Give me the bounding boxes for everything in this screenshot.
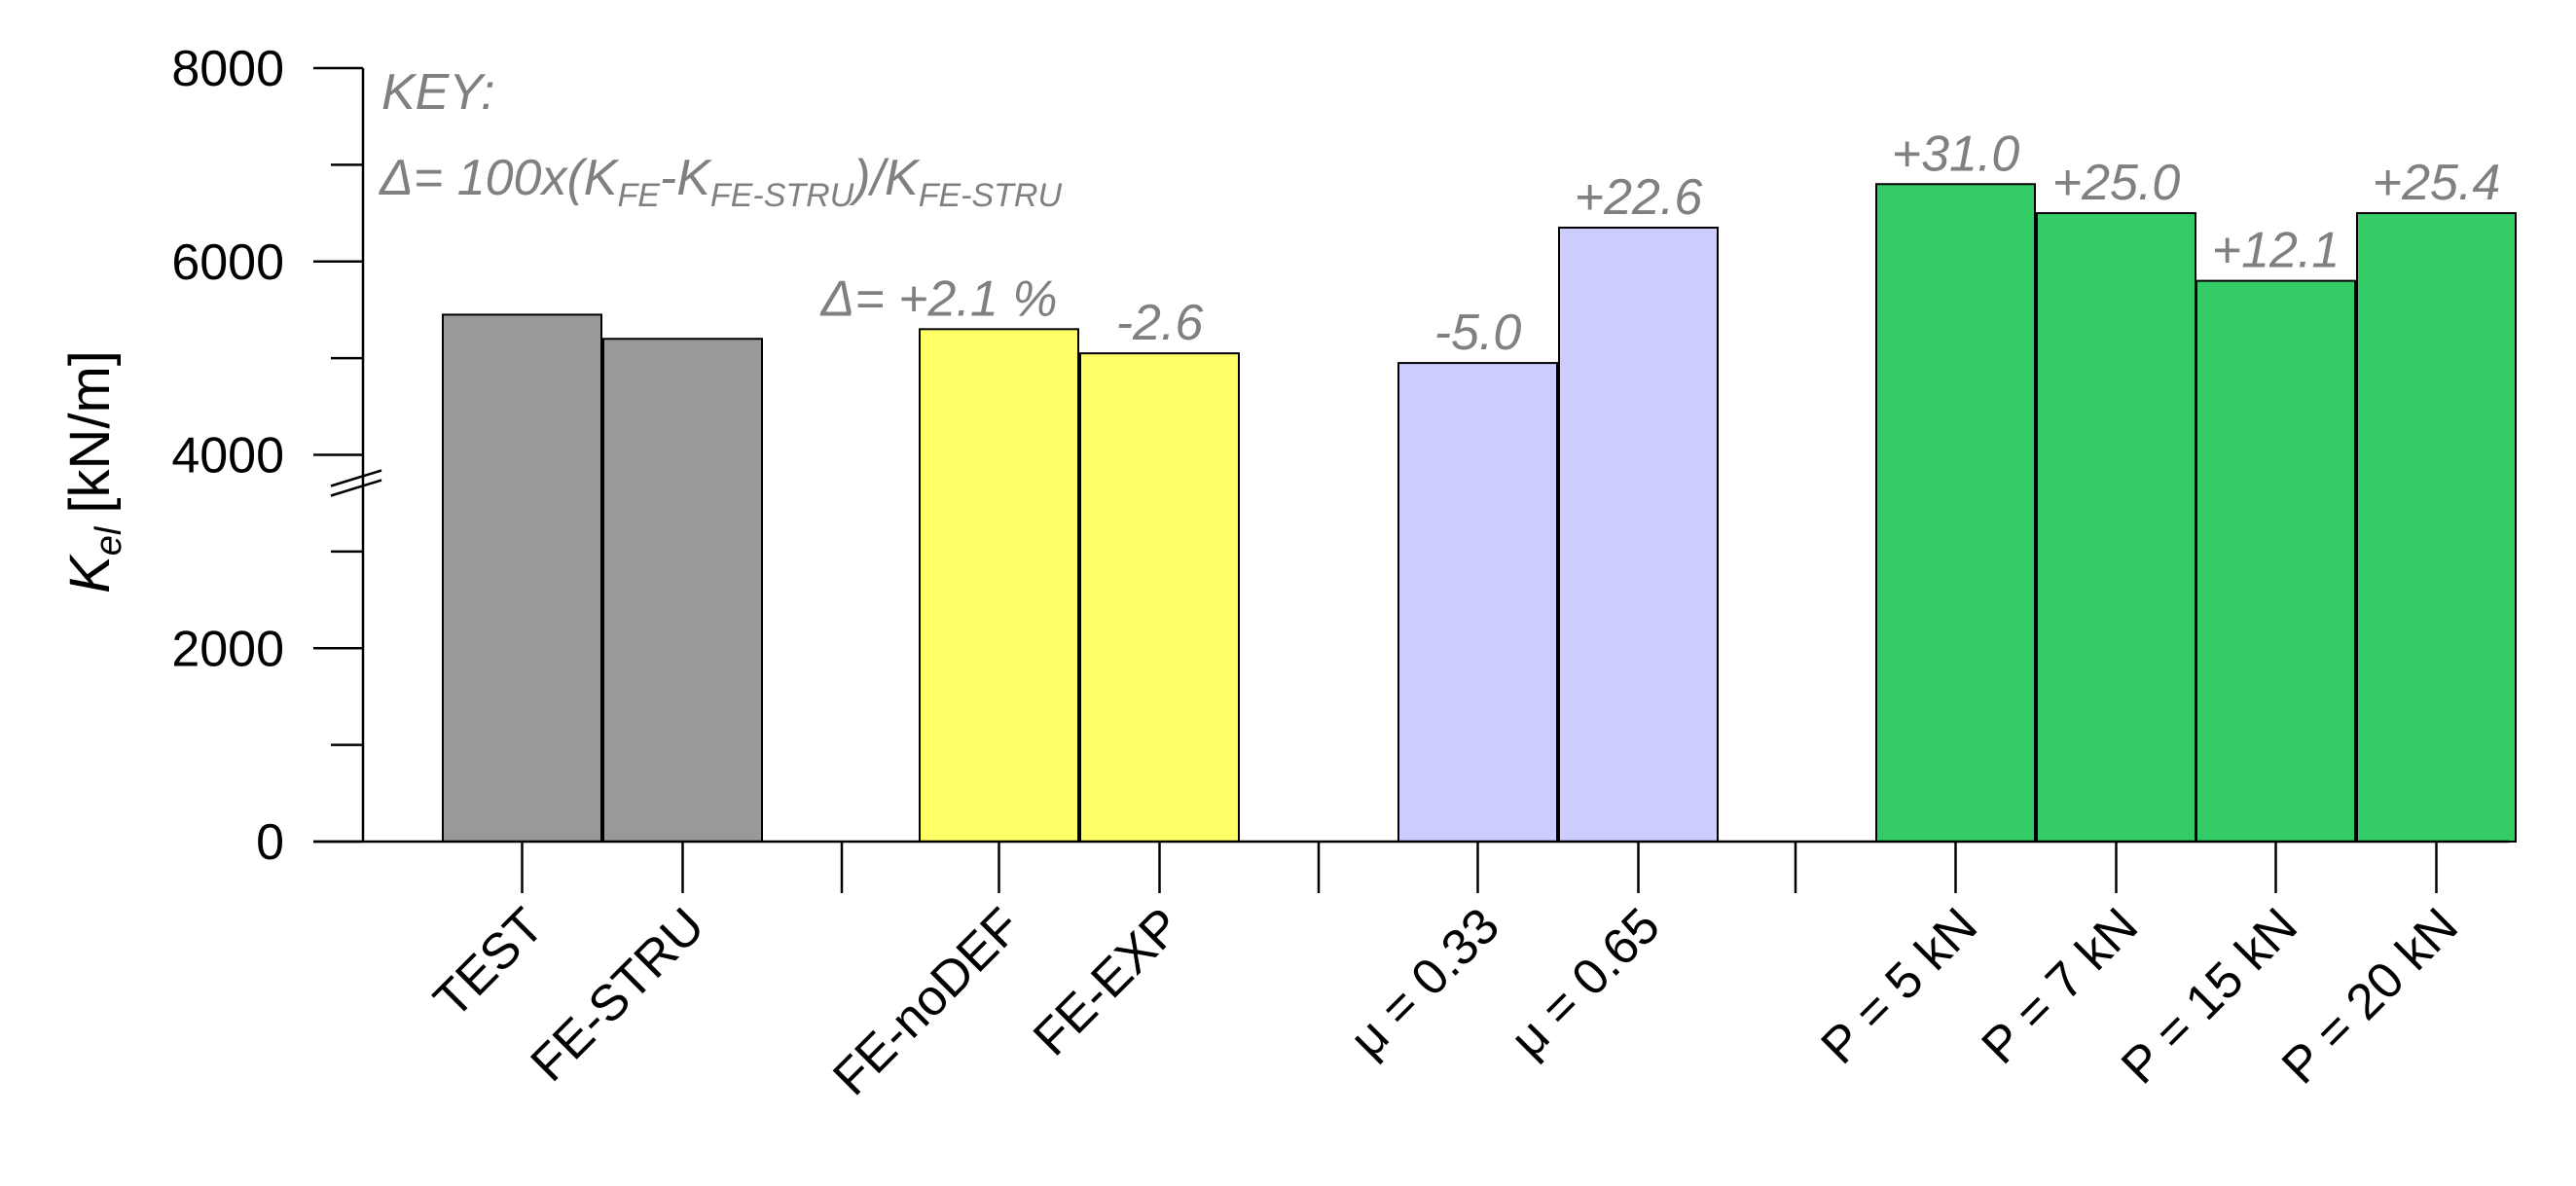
bar-data-label: +25.4 [2373, 155, 2501, 211]
x-tick-label: P = 15 kN [2111, 897, 2308, 1095]
y-axis-title-unit: [kN/m] [58, 350, 122, 514]
y-tick-label: 0 [256, 814, 284, 871]
key-title: KEY: [381, 64, 495, 121]
bar-1 [442, 313, 602, 843]
x-tick-label: μ = 0.65 [1500, 897, 1671, 1068]
bar-data-label: -2.6 [1116, 295, 1204, 351]
y-axis-title: Kel [kN/m] [58, 350, 129, 593]
bar-10 [2356, 212, 2517, 843]
x-tick-label: P = 20 kN [2271, 897, 2469, 1095]
bar-data-label: +12.1 [2212, 223, 2340, 279]
y-tick-label: 8000 [171, 41, 284, 97]
y-axis-title-sub: el [89, 525, 129, 556]
bar-data-label: -5.0 [1434, 305, 1522, 361]
y-tick-label: 6000 [171, 234, 284, 291]
bar-5 [1397, 362, 1558, 843]
key-formula-sub1: FE [617, 177, 660, 214]
key-formula-slash: )/K [848, 150, 921, 206]
x-tick-label: P = 5 kN [1811, 897, 1988, 1074]
bar-data-label: +31.0 [1892, 126, 2020, 182]
key-formula-sub3: FE-STRU [919, 177, 1063, 214]
bar-6 [1558, 226, 1719, 843]
bar-7 [1875, 183, 2036, 843]
key-annotation: KEY: Δ= 100x(KFE-KFE-STRU)/KFE-STRU [378, 64, 1062, 214]
key-formula-mid: -K [660, 150, 712, 206]
y-tick-label: 4000 [171, 428, 284, 485]
bar-4 [1079, 352, 1240, 843]
bar-data-label: +25.0 [2052, 155, 2181, 211]
x-tick-label: FE-STRU [521, 897, 715, 1092]
y-tick-label: 2000 [171, 621, 284, 677]
bar-9 [2195, 279, 2356, 843]
bars-layer [442, 183, 2517, 843]
key-formula-sub2: FE-STRU [710, 177, 854, 214]
x-tick-label: TEST [423, 897, 555, 1028]
bar-data-label: +22.6 [1575, 169, 1703, 226]
bar-data-label: Δ= +2.1 % [818, 270, 1057, 327]
bar-8 [2036, 212, 2196, 843]
key-formula: Δ= 100x(KFE-KFE-STRU)/KFE-STRU [378, 150, 1062, 214]
key-formula-prefix: Δ= 100x(K [378, 150, 620, 206]
bar-3 [919, 328, 1079, 843]
x-tick-label: FE-EXP [1023, 897, 1192, 1066]
x-tick-label: μ = 0.33 [1339, 897, 1510, 1068]
y-axis-title-main: K [58, 554, 122, 593]
bar-2 [602, 338, 763, 843]
x-tick-label: FE-noDEF [822, 897, 1032, 1106]
axis-break-mark [330, 469, 382, 497]
axes-layer [313, 66, 2509, 893]
